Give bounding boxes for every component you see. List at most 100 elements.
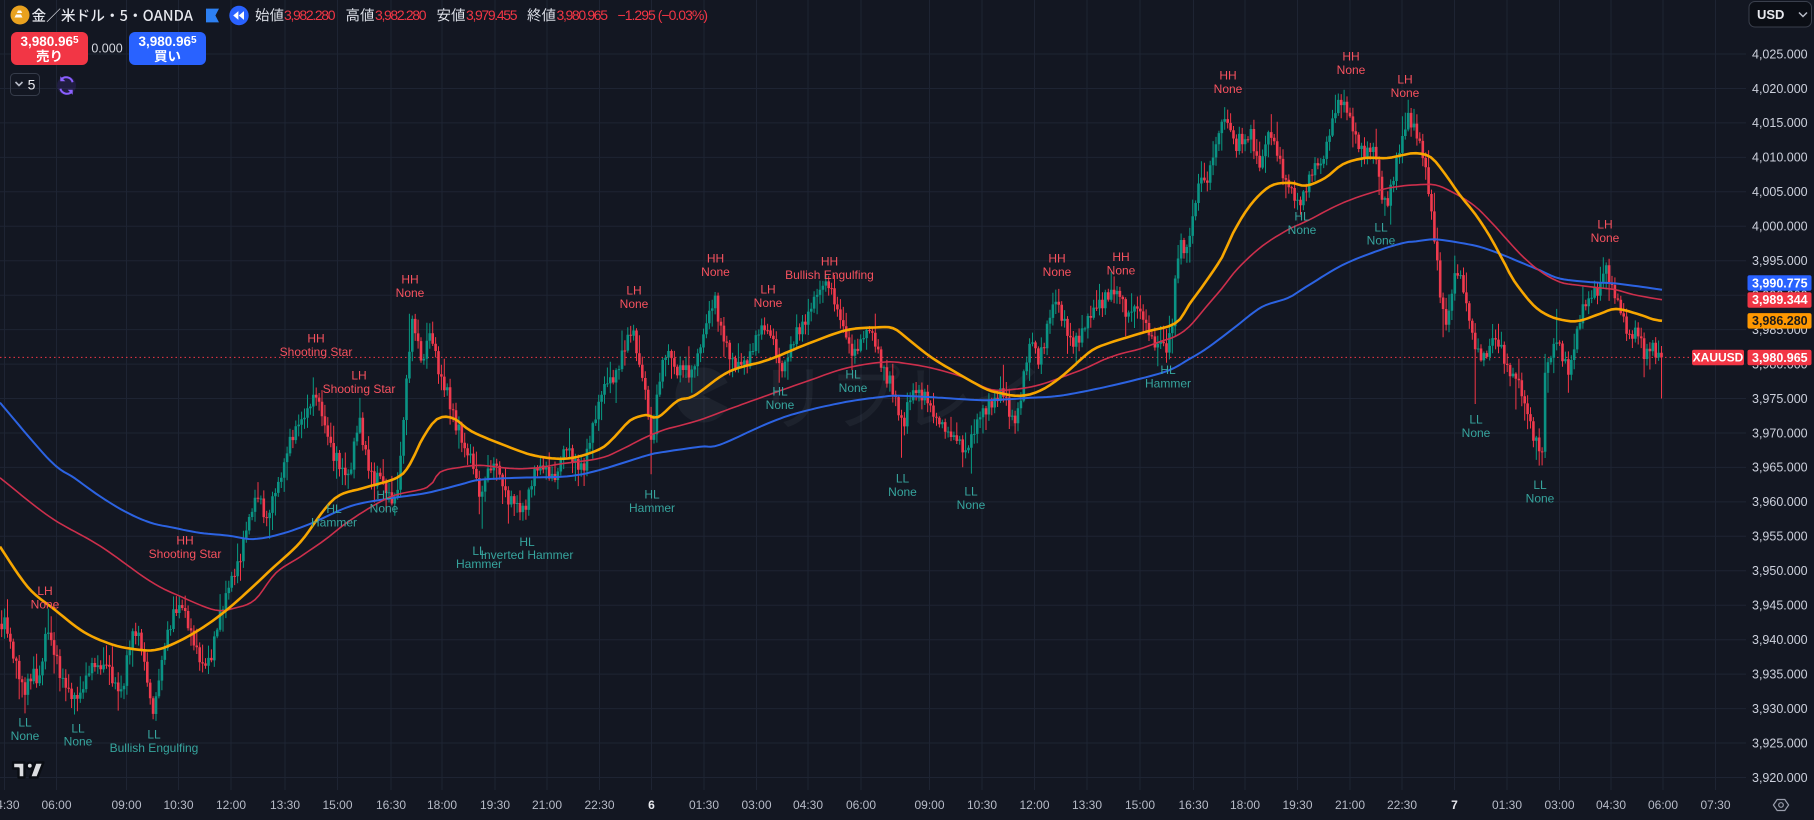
svg-text:3,945.000: 3,945.000 (1752, 599, 1808, 613)
svg-text:None: None (1214, 82, 1243, 96)
svg-text:HL: HL (519, 535, 535, 549)
svg-text:Inverted Hammer: Inverted Hammer (481, 548, 574, 562)
svg-text:3,975.000: 3,975.000 (1752, 392, 1808, 406)
svg-text:HL: HL (1160, 363, 1176, 377)
svg-text:None: None (1391, 86, 1420, 100)
svg-text:HH: HH (707, 251, 724, 265)
svg-text:None: None (1526, 491, 1555, 505)
svg-text:Shooting Star: Shooting Star (149, 547, 222, 561)
svg-text:3,986.280: 3,986.280 (1752, 314, 1808, 328)
svg-text:04:30: 04:30 (0, 798, 20, 812)
svg-text:09:00: 09:00 (111, 798, 141, 812)
svg-text:6: 6 (648, 798, 655, 812)
svg-text:HL: HL (772, 384, 788, 398)
svg-text:06:00: 06:00 (1648, 798, 1678, 812)
svg-text:3,982.280: 3,982.280 (284, 7, 336, 23)
svg-text:None: None (11, 729, 40, 743)
svg-text:3,950.000: 3,950.000 (1752, 564, 1808, 578)
svg-text:Hammer: Hammer (629, 501, 675, 515)
svg-text:04:30: 04:30 (793, 798, 823, 812)
svg-text:3,970.000: 3,970.000 (1752, 426, 1808, 440)
svg-text:19:30: 19:30 (1282, 798, 1312, 812)
svg-text:None: None (839, 381, 868, 395)
svg-text:13:30: 13:30 (270, 798, 300, 812)
svg-text:HH: HH (1342, 49, 1359, 63)
svg-text:3,925.000: 3,925.000 (1752, 736, 1808, 750)
svg-text:HH: HH (821, 254, 838, 268)
svg-text:3,982.280: 3,982.280 (375, 7, 427, 23)
svg-text:None: None (1591, 231, 1620, 245)
svg-text:LH: LH (626, 283, 641, 297)
svg-text:LL: LL (1469, 412, 1483, 426)
svg-text:None: None (754, 296, 783, 310)
svg-text:3,955.000: 3,955.000 (1752, 530, 1808, 544)
svg-text:Hammer: Hammer (1145, 376, 1191, 390)
svg-text:None: None (1462, 426, 1491, 440)
svg-text:LH: LH (351, 368, 366, 382)
svg-text:HH: HH (1112, 250, 1129, 264)
svg-text:LH: LH (1397, 72, 1412, 86)
svg-text:22:30: 22:30 (1387, 798, 1417, 812)
svg-text:03:00: 03:00 (741, 798, 771, 812)
svg-text:4,010.000: 4,010.000 (1752, 151, 1808, 165)
svg-text:None: None (701, 265, 730, 279)
svg-text:7: 7 (1451, 798, 1458, 812)
svg-text:16:30: 16:30 (376, 798, 406, 812)
svg-text:HL: HL (1294, 209, 1310, 223)
svg-text:12:00: 12:00 (216, 798, 246, 812)
svg-text:06:00: 06:00 (41, 798, 71, 812)
svg-text:HL: HL (376, 488, 392, 502)
svg-text:04:30: 04:30 (1596, 798, 1626, 812)
svg-text:HL: HL (845, 367, 861, 381)
svg-text:10:30: 10:30 (163, 798, 193, 812)
svg-text:3,980.965: 3,980.965 (1752, 351, 1808, 365)
svg-text:None: None (957, 498, 986, 512)
svg-text:HL: HL (644, 487, 660, 501)
svg-text:22:30: 22:30 (584, 798, 614, 812)
svg-text:None: None (888, 485, 917, 499)
svg-text:Shooting Star: Shooting Star (323, 382, 396, 396)
svg-text:None: None (1043, 265, 1072, 279)
svg-text:Hammer: Hammer (456, 557, 502, 571)
svg-text:None: None (64, 734, 93, 748)
svg-text:3,940.000: 3,940.000 (1752, 633, 1808, 647)
svg-text:10:30: 10:30 (967, 798, 997, 812)
svg-text:None: None (370, 501, 399, 515)
svg-text:4,020.000: 4,020.000 (1752, 82, 1808, 96)
svg-text:09:00: 09:00 (914, 798, 944, 812)
svg-text:LL: LL (1533, 478, 1547, 492)
svg-text:3,989.344: 3,989.344 (1752, 293, 1808, 307)
svg-text:07:30: 07:30 (1700, 798, 1730, 812)
svg-text:LL: LL (18, 715, 32, 729)
svg-text:01:30: 01:30 (1492, 798, 1522, 812)
svg-text:HH: HH (176, 533, 193, 547)
svg-text:None: None (766, 398, 795, 412)
svg-text:12:00: 12:00 (1019, 798, 1049, 812)
svg-text:4,005.000: 4,005.000 (1752, 185, 1808, 199)
svg-text:4,015.000: 4,015.000 (1752, 116, 1808, 130)
svg-text:HL: HL (326, 502, 342, 516)
svg-text:None: None (620, 297, 649, 311)
svg-text:15:00: 15:00 (322, 798, 352, 812)
svg-text:03:00: 03:00 (1544, 798, 1574, 812)
svg-text:LL: LL (964, 484, 978, 498)
svg-text:3,980.965: 3,980.965 (557, 7, 609, 23)
svg-text:Bullish Engulfing: Bullish Engulfing (785, 268, 874, 282)
svg-text:None: None (1337, 63, 1366, 77)
svg-text:19:30: 19:30 (480, 798, 510, 812)
svg-text:13:30: 13:30 (1072, 798, 1102, 812)
svg-text:USD: USD (1757, 7, 1784, 22)
svg-text:LL: LL (896, 471, 910, 485)
svg-text:01:30: 01:30 (689, 798, 719, 812)
svg-text:3,995.000: 3,995.000 (1752, 254, 1808, 268)
svg-text:LL: LL (472, 544, 486, 558)
svg-text:LH: LH (37, 584, 52, 598)
svg-text:18:00: 18:00 (427, 798, 457, 812)
svg-text:LL: LL (1374, 220, 1388, 234)
svg-text:3,965.000: 3,965.000 (1752, 461, 1808, 475)
svg-text:HH: HH (1219, 68, 1236, 82)
svg-text:None: None (31, 597, 60, 611)
svg-text:16:30: 16:30 (1178, 798, 1208, 812)
svg-text:06:00: 06:00 (846, 798, 876, 812)
svg-text:Shooting Star: Shooting Star (280, 345, 353, 359)
